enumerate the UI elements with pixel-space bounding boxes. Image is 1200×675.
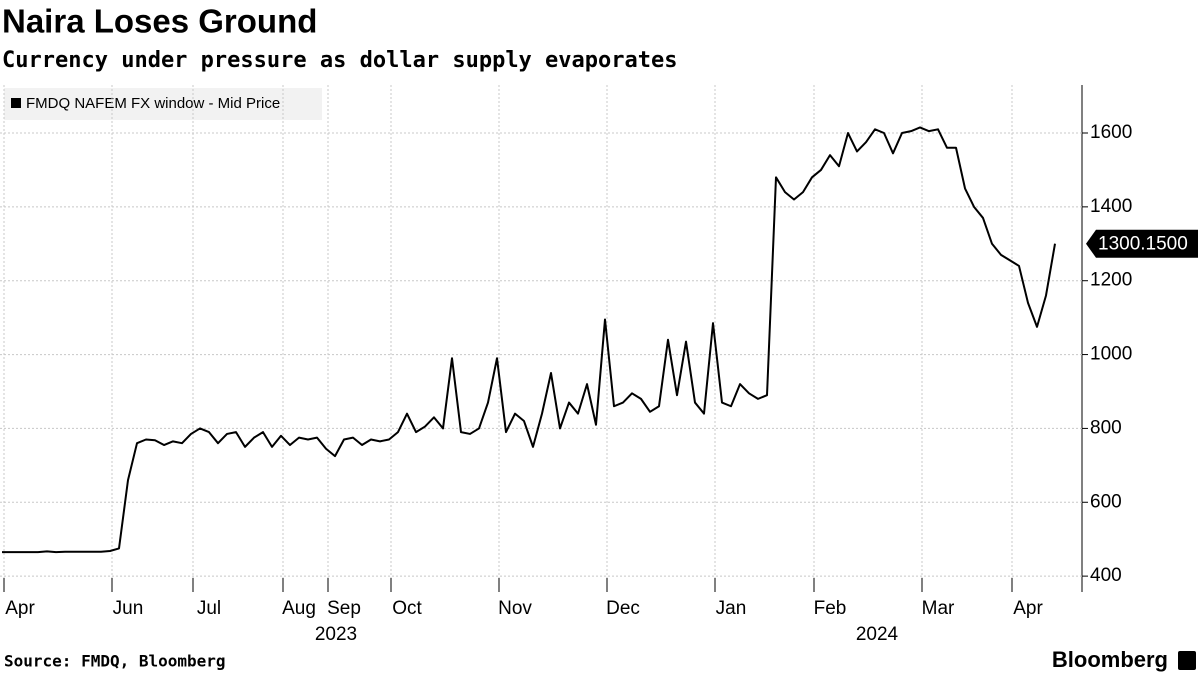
y-tick-label: 600	[1090, 491, 1122, 512]
y-tick-label: 1400	[1090, 196, 1132, 217]
x-tick-label: Nov	[498, 598, 532, 619]
y-tick-label: 400	[1090, 565, 1122, 586]
x-tick-label: Mar	[922, 598, 955, 619]
line-series	[2, 126, 1056, 554]
source-note: Source: FMDQ, Bloomberg	[4, 652, 226, 671]
x-tick-label: Jul	[197, 598, 221, 619]
brand-icon	[1178, 651, 1196, 670]
y-tick-label: 800	[1090, 417, 1122, 438]
x-tick-label: Oct	[392, 598, 422, 619]
x-tick-label: Dec	[606, 598, 640, 619]
x-tick-label: Jan	[716, 598, 747, 619]
value-label: 1300.1500	[1098, 234, 1188, 255]
x-tick-label: Feb	[814, 598, 847, 619]
y-tick-label: 1000	[1090, 344, 1132, 365]
legend-swatch	[11, 98, 21, 108]
chart-subtitle: Currency under pressure as dollar supply…	[2, 48, 678, 73]
year-label: 2024	[856, 624, 899, 645]
y-tick-label: 1600	[1090, 122, 1132, 143]
brand-logo: Bloomberg	[1052, 647, 1168, 672]
value-label-box	[1086, 229, 1198, 258]
legend-box	[4, 88, 322, 120]
x-tick-label: Jun	[113, 598, 144, 619]
chart-title: Naira Loses Ground	[2, 3, 317, 40]
y-tick-label: 1200	[1090, 270, 1132, 291]
x-tick-label: Apr	[5, 598, 35, 619]
x-tick-label: Aug	[282, 598, 316, 619]
year-label: 2023	[315, 624, 357, 645]
x-tick-label: Sep	[327, 598, 361, 619]
legend-label: FMDQ NAFEM FX window - Mid Price	[26, 95, 280, 112]
x-tick-label: Apr	[1013, 598, 1043, 619]
